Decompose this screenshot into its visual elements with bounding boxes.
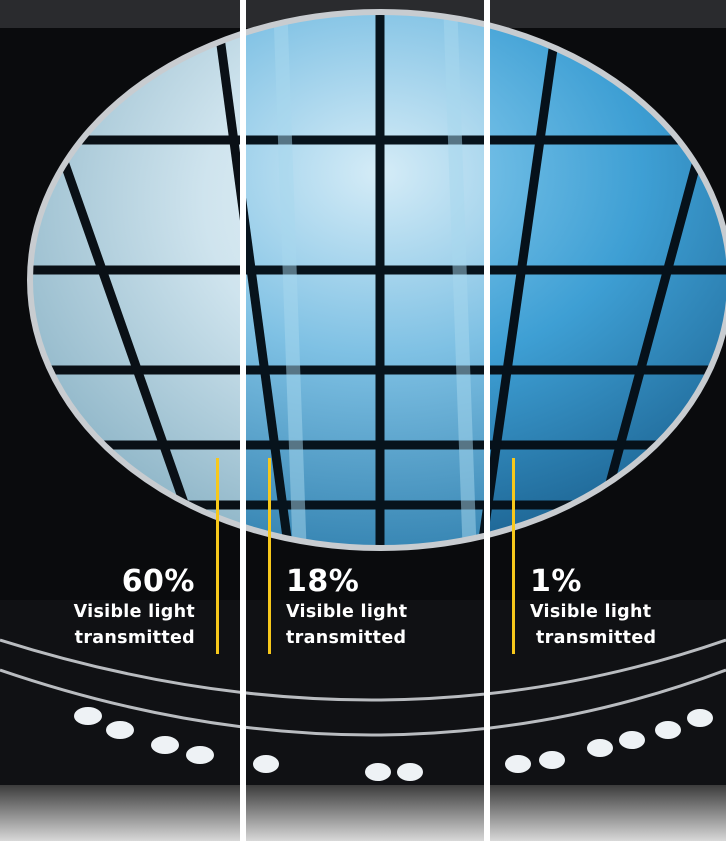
caption-line-2: transmitted bbox=[74, 628, 195, 648]
transmission-value: 1% bbox=[530, 564, 582, 599]
panel-divider-right bbox=[484, 0, 490, 841]
transmission-value: 18% bbox=[286, 564, 360, 599]
accent-line-left bbox=[216, 458, 219, 654]
caption-line-1: Visible light bbox=[73, 602, 195, 622]
label-group-right: 1% Visible light transmitted bbox=[530, 565, 726, 651]
transmission-value: 60% bbox=[121, 564, 195, 599]
label-group-left: 60% Visible light transmitted bbox=[0, 565, 195, 651]
caption-line-2: transmitted bbox=[536, 628, 657, 648]
accent-line-right bbox=[512, 458, 515, 654]
caption-line-1: Visible light bbox=[286, 602, 408, 622]
panel-divider-left bbox=[240, 0, 246, 841]
accent-line-middle bbox=[268, 458, 271, 654]
label-group-middle: 18% Visible light transmitted bbox=[286, 565, 516, 651]
caption-line-2: transmitted bbox=[286, 628, 407, 648]
caption-line-1: Visible light bbox=[530, 602, 652, 622]
